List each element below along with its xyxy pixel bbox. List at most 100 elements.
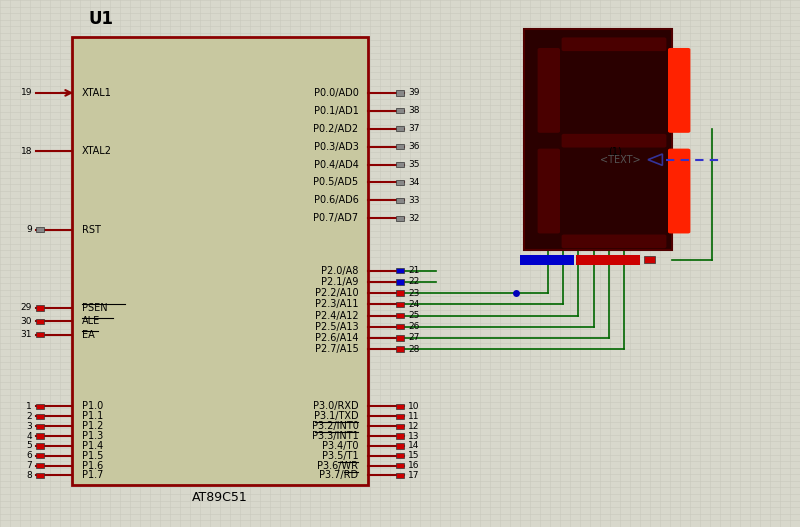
- Text: P1.1: P1.1: [82, 411, 103, 421]
- Bar: [396, 335, 404, 340]
- Text: P3.0/RXD: P3.0/RXD: [313, 402, 358, 412]
- Text: 10: 10: [408, 402, 419, 411]
- Bar: [396, 313, 404, 318]
- Text: <TEXT>: <TEXT>: [600, 155, 641, 165]
- Bar: [36, 443, 44, 448]
- Bar: [396, 404, 404, 409]
- Text: P1.2: P1.2: [82, 421, 103, 431]
- Bar: [36, 414, 44, 419]
- Bar: [396, 90, 404, 95]
- Bar: [396, 463, 404, 468]
- Text: P0.3/AD3: P0.3/AD3: [314, 142, 358, 152]
- Text: P0.1/AD1: P0.1/AD1: [314, 106, 358, 116]
- Text: P0.7/AD7: P0.7/AD7: [314, 213, 358, 223]
- Bar: [396, 346, 404, 352]
- Bar: [36, 319, 44, 324]
- Bar: [36, 433, 44, 438]
- Bar: [396, 301, 404, 307]
- Bar: [36, 463, 44, 468]
- Text: 29: 29: [21, 304, 32, 313]
- Text: P2.1/A9: P2.1/A9: [321, 277, 358, 287]
- FancyBboxPatch shape: [562, 235, 666, 248]
- Text: P3.7/RD: P3.7/RD: [319, 471, 358, 481]
- Text: P3.6/WR: P3.6/WR: [318, 461, 358, 471]
- Text: 12: 12: [408, 422, 419, 431]
- Text: P2.6/A14: P2.6/A14: [315, 333, 358, 343]
- Text: P2.4/A12: P2.4/A12: [314, 310, 358, 320]
- Bar: [396, 473, 404, 478]
- Text: 37: 37: [408, 124, 419, 133]
- Text: P0.0/AD0: P0.0/AD0: [314, 88, 358, 98]
- Text: 39: 39: [408, 89, 419, 97]
- Bar: [396, 424, 404, 429]
- Bar: [36, 404, 44, 409]
- Text: AT89C51: AT89C51: [192, 491, 248, 504]
- Text: P2.0/A8: P2.0/A8: [321, 266, 358, 276]
- Text: P0.2/AD2: P0.2/AD2: [314, 124, 358, 134]
- Bar: [396, 290, 404, 296]
- Text: 35: 35: [408, 160, 419, 169]
- Text: P0.5/AD5: P0.5/AD5: [314, 178, 358, 188]
- Text: 19: 19: [21, 89, 32, 97]
- Text: XTAL1: XTAL1: [82, 88, 111, 98]
- Bar: [396, 108, 404, 113]
- Bar: [36, 424, 44, 429]
- Text: 1: 1: [26, 402, 32, 411]
- Text: P3.4/T0: P3.4/T0: [322, 441, 358, 451]
- Text: 22: 22: [408, 277, 419, 286]
- Text: P2.5/A13: P2.5/A13: [314, 321, 358, 331]
- Text: 11: 11: [408, 412, 419, 421]
- Bar: [396, 414, 404, 419]
- Text: 27: 27: [408, 334, 419, 343]
- Bar: [520, 255, 574, 265]
- Text: 13: 13: [408, 432, 419, 441]
- Text: P0.6/AD6: P0.6/AD6: [314, 196, 358, 206]
- Bar: [36, 305, 44, 310]
- Text: P2.3/A11: P2.3/A11: [315, 299, 358, 309]
- Bar: [645, 256, 654, 263]
- Bar: [396, 279, 404, 285]
- Text: 25: 25: [408, 311, 419, 320]
- Text: (1): (1): [608, 147, 622, 157]
- Text: 18: 18: [21, 147, 32, 155]
- Text: P2.2/A10: P2.2/A10: [314, 288, 358, 298]
- Bar: [36, 332, 44, 337]
- Text: P0.4/AD4: P0.4/AD4: [314, 160, 358, 170]
- Text: ALE: ALE: [82, 316, 100, 326]
- Bar: [72, 37, 368, 485]
- Bar: [396, 443, 404, 448]
- FancyBboxPatch shape: [668, 149, 690, 233]
- Text: P3.1/TXD: P3.1/TXD: [314, 411, 358, 421]
- Bar: [396, 162, 404, 167]
- Text: 7: 7: [26, 461, 32, 470]
- Text: 26: 26: [408, 322, 419, 331]
- Bar: [36, 453, 44, 458]
- Text: 23: 23: [408, 289, 419, 298]
- Text: 8: 8: [26, 471, 32, 480]
- Text: P1.3: P1.3: [82, 431, 103, 441]
- Text: 24: 24: [408, 300, 419, 309]
- Text: 28: 28: [408, 345, 419, 354]
- FancyBboxPatch shape: [562, 134, 666, 148]
- FancyBboxPatch shape: [562, 37, 666, 51]
- Text: 32: 32: [408, 214, 419, 223]
- Bar: [36, 227, 44, 232]
- Bar: [396, 126, 404, 131]
- Text: 33: 33: [408, 196, 419, 205]
- Text: RST: RST: [82, 225, 101, 235]
- Bar: [396, 216, 404, 221]
- Text: 38: 38: [408, 106, 419, 115]
- Text: PSEN: PSEN: [82, 303, 107, 313]
- Text: 21: 21: [408, 266, 419, 275]
- Text: P3.5/T1: P3.5/T1: [322, 451, 358, 461]
- Text: P1.7: P1.7: [82, 471, 103, 481]
- Bar: [396, 268, 404, 274]
- Bar: [396, 324, 404, 329]
- Text: P3.2/INT0: P3.2/INT0: [311, 421, 358, 431]
- Text: P1.0: P1.0: [82, 402, 103, 412]
- Text: U1: U1: [88, 9, 113, 28]
- FancyBboxPatch shape: [538, 149, 560, 233]
- Bar: [396, 144, 404, 149]
- Text: 14: 14: [408, 442, 419, 451]
- Text: P2.7/A15: P2.7/A15: [314, 344, 358, 354]
